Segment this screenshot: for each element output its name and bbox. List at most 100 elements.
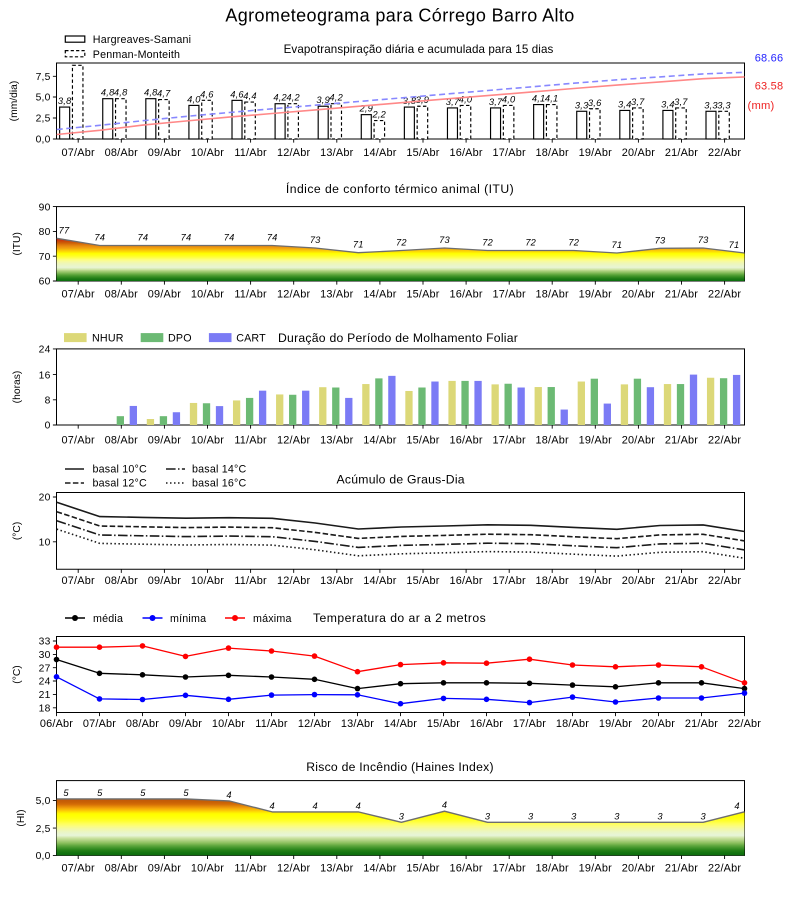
svg-text:4,4: 4,4	[243, 91, 257, 101]
svg-text:30: 30	[39, 650, 51, 661]
svg-text:73: 73	[310, 235, 321, 245]
svg-text:3,4: 3,4	[661, 99, 675, 109]
svg-text:13/Abr: 13/Abr	[320, 435, 353, 447]
svg-text:33: 33	[39, 637, 51, 648]
svg-text:máxima: máxima	[253, 613, 292, 625]
svg-text:15/Abr: 15/Abr	[406, 863, 439, 875]
svg-text:5: 5	[97, 788, 103, 798]
svg-text:Penman-Monteith: Penman-Monteith	[93, 49, 180, 61]
svg-text:4: 4	[356, 801, 361, 811]
svg-text:72: 72	[396, 238, 407, 248]
svg-text:NHUR: NHUR	[92, 332, 124, 344]
svg-text:14/Abr: 14/Abr	[363, 435, 396, 447]
svg-text:08/Abr: 08/Abr	[105, 863, 138, 875]
svg-text:4,2: 4,2	[273, 93, 287, 103]
svg-text:Hargreaves-Samani: Hargreaves-Samani	[93, 34, 191, 46]
svg-text:3,3: 3,3	[575, 100, 589, 110]
svg-text:3,8: 3,8	[58, 96, 72, 106]
svg-text:(mm/dia): (mm/dia)	[9, 81, 20, 122]
svg-text:20/Abr: 20/Abr	[642, 718, 675, 730]
svg-text:06/Abr: 06/Abr	[40, 718, 73, 730]
svg-text:3,7: 3,7	[489, 97, 503, 107]
svg-text:74: 74	[138, 233, 149, 243]
svg-text:09/Abr: 09/Abr	[148, 147, 181, 159]
svg-text:18/Abr: 18/Abr	[536, 575, 569, 587]
svg-text:22/Abr: 22/Abr	[728, 718, 761, 730]
svg-text:72: 72	[482, 238, 493, 248]
svg-text:5,0: 5,0	[36, 93, 51, 104]
svg-text:5: 5	[140, 788, 146, 798]
svg-text:4,6: 4,6	[230, 89, 244, 99]
svg-text:74: 74	[94, 233, 105, 243]
svg-text:19/Abr: 19/Abr	[599, 718, 632, 730]
svg-text:3,3: 3,3	[704, 100, 718, 110]
svg-text:16/Abr: 16/Abr	[449, 863, 482, 875]
svg-text:média: média	[93, 613, 123, 625]
svg-text:09/Abr: 09/Abr	[148, 575, 181, 587]
svg-text:3: 3	[399, 811, 405, 821]
svg-text:3,7: 3,7	[446, 97, 460, 107]
svg-text:14/Abr: 14/Abr	[363, 863, 396, 875]
svg-text:Acúmulo de Graus-Dia: Acúmulo de Graus-Dia	[337, 473, 465, 487]
svg-text:18/Abr: 18/Abr	[536, 289, 569, 301]
svg-text:Índice de conforto térmico ani: Índice de conforto térmico animal (ITU)	[286, 181, 514, 196]
svg-text:16/Abr: 16/Abr	[449, 435, 482, 447]
svg-text:07/Abr: 07/Abr	[62, 289, 95, 301]
svg-text:20/Abr: 20/Abr	[622, 863, 655, 875]
svg-text:08/Abr: 08/Abr	[105, 575, 138, 587]
svg-text:21/Abr: 21/Abr	[665, 435, 698, 447]
svg-text:4,0: 4,0	[459, 94, 473, 104]
svg-text:3,3: 3,3	[717, 100, 731, 110]
svg-text:4,0: 4,0	[187, 94, 201, 104]
svg-text:20/Abr: 20/Abr	[622, 289, 655, 301]
svg-text:4,7: 4,7	[157, 89, 171, 99]
svg-text:12/Abr: 12/Abr	[277, 289, 310, 301]
svg-text:19/Abr: 19/Abr	[579, 863, 612, 875]
svg-text:3: 3	[701, 811, 707, 821]
svg-text:22/Abr: 22/Abr	[708, 435, 741, 447]
svg-text:21/Abr: 21/Abr	[665, 575, 698, 587]
svg-text:11/Abr: 11/Abr	[234, 575, 267, 587]
svg-text:Temperatura do ar a 2 metros: Temperatura do ar a 2 metros	[313, 611, 486, 625]
svg-text:16/Abr: 16/Abr	[449, 289, 482, 301]
svg-text:08/Abr: 08/Abr	[105, 147, 138, 159]
svg-text:13/Abr: 13/Abr	[320, 289, 353, 301]
svg-text:18/Abr: 18/Abr	[536, 147, 569, 159]
svg-text:4,8: 4,8	[101, 88, 115, 98]
svg-text:4: 4	[226, 790, 231, 800]
svg-text:15/Abr: 15/Abr	[427, 718, 460, 730]
svg-text:20: 20	[39, 493, 51, 504]
svg-text:63.58: 63.58	[755, 81, 784, 93]
svg-text:11/Abr: 11/Abr	[234, 147, 267, 159]
svg-text:17/Abr: 17/Abr	[513, 718, 546, 730]
svg-text:15/Abr: 15/Abr	[406, 435, 439, 447]
svg-text:7,5: 7,5	[36, 72, 51, 83]
svg-text:24: 24	[39, 345, 51, 356]
svg-text:09/Abr: 09/Abr	[148, 863, 181, 875]
svg-text:3,4: 3,4	[618, 99, 632, 109]
svg-text:17/Abr: 17/Abr	[493, 289, 526, 301]
svg-text:10/Abr: 10/Abr	[191, 863, 224, 875]
svg-text:(horas): (horas)	[12, 371, 23, 404]
svg-text:basal 10°C: basal 10°C	[93, 464, 147, 476]
svg-text:5: 5	[183, 788, 189, 798]
svg-text:4: 4	[442, 800, 447, 810]
svg-text:74: 74	[267, 233, 278, 243]
svg-text:0: 0	[45, 421, 51, 432]
svg-text:4,1: 4,1	[545, 94, 559, 104]
svg-text:4,1: 4,1	[532, 94, 546, 104]
svg-text:mínima: mínima	[170, 613, 206, 625]
svg-text:21/Abr: 21/Abr	[665, 863, 698, 875]
svg-text:90: 90	[39, 202, 51, 213]
svg-text:(°C): (°C)	[12, 665, 23, 683]
svg-text:4,2: 4,2	[329, 93, 343, 103]
svg-text:71: 71	[353, 240, 364, 250]
svg-text:basal 12°C: basal 12°C	[93, 478, 147, 490]
svg-text:21: 21	[39, 690, 51, 701]
svg-text:07/Abr: 07/Abr	[62, 147, 95, 159]
svg-text:15/Abr: 15/Abr	[406, 147, 439, 159]
svg-text:08/Abr: 08/Abr	[105, 435, 138, 447]
svg-text:21/Abr: 21/Abr	[685, 718, 718, 730]
svg-text:71: 71	[612, 240, 623, 250]
svg-text:basal 14°C: basal 14°C	[192, 464, 246, 476]
